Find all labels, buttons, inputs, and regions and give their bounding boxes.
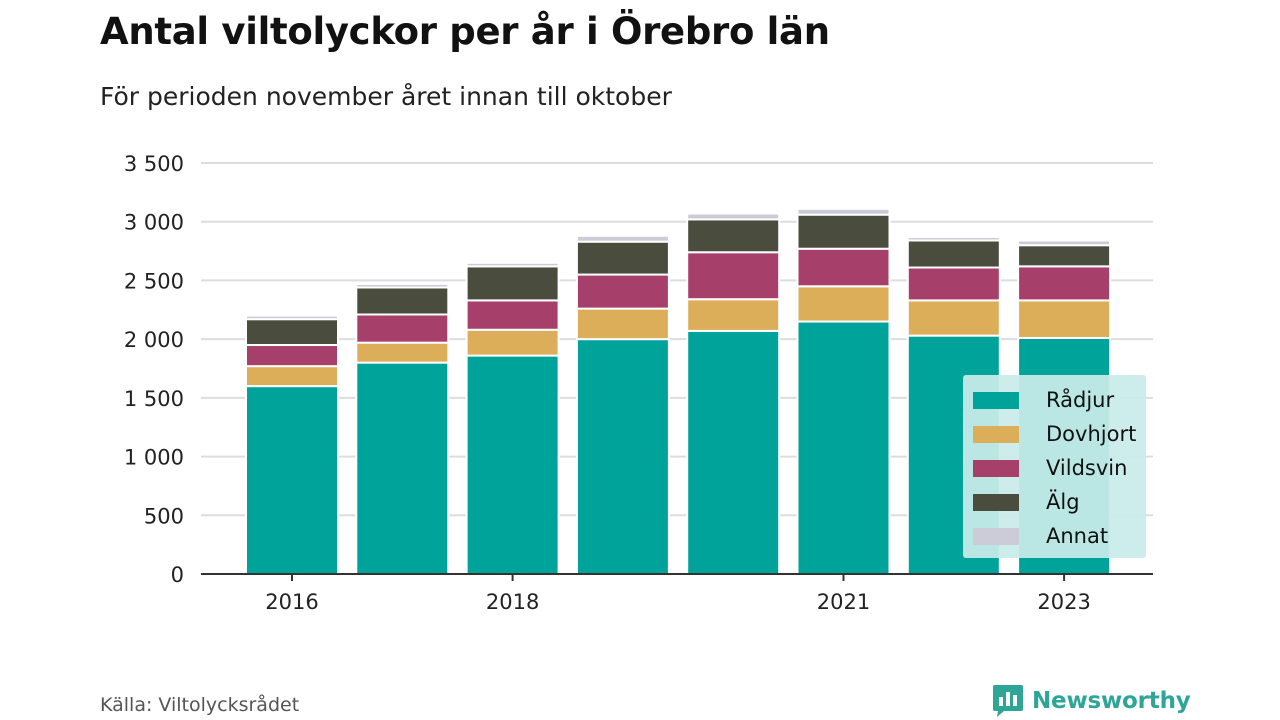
- bar-segment-Dovhjort-2016: [245, 365, 339, 388]
- legend-item-Älg: Älg: [963, 485, 1146, 519]
- bar-segment-Vildsvin-2022: [906, 266, 1001, 302]
- bar-segment-Dovhjort-2017: [355, 341, 450, 364]
- bar-stack-2021: [796, 207, 891, 575]
- bar-segment-Dovhjort-2019: [575, 307, 670, 341]
- bar-segment-Annat-2020: [686, 212, 781, 221]
- bar-segment-Dovhjort-2023: [1017, 299, 1112, 339]
- bar-segment-Annat-2019: [575, 234, 670, 243]
- legend-swatch: [973, 391, 1019, 409]
- bar-segment-Älg-2023: [1017, 244, 1112, 268]
- bar-segment-Dovhjort-2022: [906, 299, 1001, 337]
- bar-segment-Älg-2020: [686, 218, 781, 254]
- bar-stack-2020: [686, 212, 781, 575]
- y-tick-label: 500: [144, 504, 184, 528]
- x-axis: [201, 573, 1153, 581]
- legend-label: Älg: [1046, 490, 1080, 514]
- y-tick-label: 3 000: [124, 211, 184, 235]
- bar-stack-2018: [465, 261, 560, 575]
- legend-item-Annat: Annat: [963, 519, 1146, 553]
- bar-segment-Rådjur-2021: [796, 320, 891, 575]
- bar-segment-Vildsvin-2019: [575, 273, 670, 310]
- legend-swatch: [973, 493, 1019, 511]
- bar-segment-Älg-2022: [906, 239, 1001, 269]
- x-tick-label: 2018: [486, 590, 539, 614]
- bar-segment-Älg-2018: [465, 265, 560, 302]
- brand-logo: Newsworthy: [992, 684, 1191, 718]
- bar-segment-Annat-2023: [1017, 239, 1112, 247]
- chart-subtitle: För perioden november året innan till ok…: [100, 82, 672, 111]
- chart-legend: Rådjur Dovhjort Vildsvin Älg Annat: [963, 375, 1146, 558]
- bar-segment-Dovhjort-2018: [465, 328, 560, 357]
- legend-swatch: [973, 459, 1019, 477]
- bar-segment-Vildsvin-2021: [796, 247, 891, 288]
- y-tick-label: 1 500: [124, 387, 184, 411]
- bar-segment-Rådjur-2018: [465, 354, 560, 575]
- bar-stack-2019: [575, 234, 670, 575]
- y-tick-label: 2 000: [124, 328, 184, 352]
- bar-segment-Älg-2016: [245, 318, 339, 347]
- legend-label: Rådjur: [1046, 388, 1115, 412]
- bar-segment-Älg-2017: [355, 286, 450, 316]
- y-axis-tick-labels: 0 500 1 000 1 500 2 000 2 500 3 000 3 500: [124, 152, 184, 587]
- brand-name: Newsworthy: [1032, 688, 1191, 714]
- y-tick-label: 1 000: [124, 446, 184, 470]
- bar-stack-2016: [245, 314, 339, 575]
- legend-label: Vildsvin: [1046, 456, 1128, 480]
- chart-title: Antal viltolyckor per år i Örebro län: [100, 10, 830, 53]
- x-tick-label: 2023: [1037, 590, 1090, 614]
- bar-segment-Vildsvin-2018: [465, 299, 560, 331]
- bar-chart-logo-icon: [993, 685, 1023, 717]
- bar-segment-Vildsvin-2020: [686, 251, 781, 301]
- legend-swatch: [973, 425, 1019, 443]
- bar-segment-Annat-2022: [906, 235, 1001, 242]
- bar-segment-Rådjur-2016: [245, 385, 339, 575]
- source-note: Källa: Viltolycksrådet: [100, 694, 300, 716]
- bar-segment-Annat-2017: [355, 282, 450, 289]
- legend-label: Dovhjort: [1046, 422, 1137, 446]
- bar-segment-Älg-2019: [575, 240, 670, 276]
- x-axis-tick-labels: 2016 2018 2021 2023: [265, 590, 1091, 614]
- legend-label: Annat: [1046, 524, 1109, 548]
- y-tick-label: 2 500: [124, 269, 184, 293]
- bar-segment-Annat-2018: [465, 261, 560, 268]
- bar-segment-Älg-2021: [796, 213, 891, 250]
- bar-segment-Vildsvin-2017: [355, 313, 450, 344]
- x-tick-label: 2021: [817, 590, 870, 614]
- bar-segment-Vildsvin-2023: [1017, 265, 1112, 302]
- bar-segment-Dovhjort-2021: [796, 285, 891, 323]
- bar-segment-Rådjur-2017: [355, 361, 450, 575]
- legend-item-Rådjur: Rådjur: [963, 383, 1146, 417]
- x-tick-label: 2016: [265, 590, 318, 614]
- bar-segment-Annat-2021: [796, 207, 891, 216]
- legend-item-Dovhjort: Dovhjort: [963, 417, 1146, 451]
- bar-segment-Vildsvin-2016: [245, 344, 339, 368]
- legend-item-Vildsvin: Vildsvin: [963, 451, 1146, 485]
- bar-segment-Rådjur-2020: [686, 329, 781, 575]
- bar-segment-Annat-2016: [245, 314, 339, 321]
- legend-swatch: [973, 527, 1019, 545]
- y-tick-label: 3 500: [124, 152, 184, 176]
- y-tick-label: 0: [171, 563, 184, 587]
- bar-segment-Rådjur-2019: [575, 338, 670, 575]
- bar-segment-Dovhjort-2020: [686, 298, 781, 332]
- bar-stack-2017: [355, 282, 450, 575]
